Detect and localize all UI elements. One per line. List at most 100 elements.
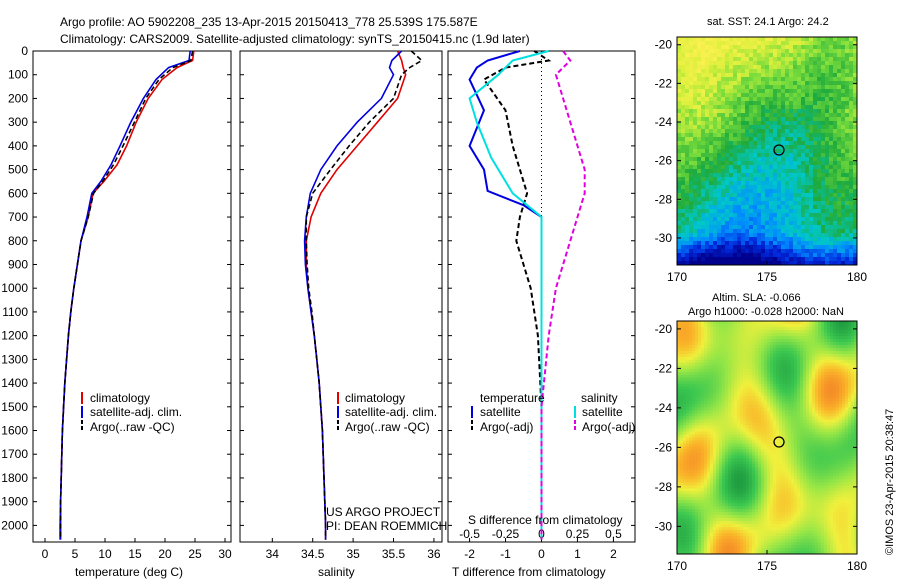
sla-cell [737, 323, 741, 328]
sst-cell [709, 201, 714, 206]
sst-cell [777, 221, 782, 226]
sst-cell [853, 165, 858, 170]
sst-cell [721, 177, 726, 182]
sst-cell [721, 229, 726, 234]
sst-cell [781, 233, 786, 238]
sla-cell [680, 371, 684, 376]
sst-cell [757, 89, 762, 94]
sla-cell [710, 374, 714, 379]
sla-cell [833, 413, 837, 417]
sst-cell [773, 49, 778, 54]
x-tick-label: 34.5 [301, 547, 325, 561]
sla-cell [773, 416, 777, 420]
sla-cell [755, 410, 759, 414]
sla-cell [737, 368, 741, 373]
sla-cell [686, 410, 690, 414]
header-line-1: Argo profile: AO 5902208_235 13-Apr-2015… [60, 15, 478, 29]
sla-cell [749, 425, 753, 429]
sla-cell [788, 356, 792, 361]
sst-cell [821, 209, 826, 214]
sla-cell [818, 368, 822, 373]
sla-cell [848, 341, 852, 346]
sst-cell [757, 237, 762, 242]
sst-cell [721, 137, 726, 142]
sla-cell [824, 416, 828, 420]
sst-cell [713, 45, 718, 50]
sla-cell [683, 374, 687, 379]
sla-cell [761, 404, 765, 408]
sla-cell [809, 368, 813, 373]
sla-cell [851, 347, 855, 352]
sst-cell [709, 141, 714, 146]
sst-cell [789, 245, 794, 250]
sla-cell [839, 404, 843, 408]
sst-cell [809, 233, 814, 238]
sla-cell [815, 368, 819, 373]
sst-cell [733, 101, 738, 106]
sla-cell [788, 321, 792, 325]
sla-cell [815, 374, 819, 379]
sla-cell [848, 359, 852, 364]
sst-cell [685, 189, 690, 194]
sst-cell [801, 201, 806, 206]
depth-tick-label: 900 [8, 257, 28, 271]
sst-cell [681, 237, 686, 242]
sla-cell [809, 365, 813, 370]
sst-cell [837, 41, 842, 46]
sla-cell [815, 377, 819, 382]
sst-cell [725, 73, 730, 78]
sla-cell [755, 347, 759, 352]
sst-cell [809, 153, 814, 158]
sst-cell [725, 193, 730, 198]
sst-cell [733, 205, 738, 210]
sla-cell [680, 335, 684, 340]
sst-cell [821, 41, 826, 46]
sla-cell [782, 401, 786, 405]
sst-cell [693, 257, 698, 262]
sst-cell [777, 97, 782, 102]
sla-cell [731, 398, 735, 402]
sst-cell [717, 105, 722, 110]
sst-cell [749, 125, 754, 130]
sst-cell [697, 129, 702, 134]
sst-cell [749, 241, 754, 246]
sst-cell [761, 229, 766, 234]
sst-cell [749, 137, 754, 142]
sla-cell [848, 422, 852, 426]
sst-cell [849, 193, 854, 198]
sst-cell [757, 205, 762, 210]
sst-cell [825, 105, 830, 110]
sla-cell [698, 389, 702, 393]
sst-cell [813, 81, 818, 86]
sst-cell [689, 97, 694, 102]
sla-cell [728, 341, 732, 346]
sla-cell [848, 380, 852, 385]
sst-cell [849, 157, 854, 162]
sst-cell [805, 197, 810, 202]
sst-cell [757, 81, 762, 86]
sla-cell [842, 416, 846, 420]
sla-cell [710, 338, 714, 343]
sla-cell [803, 374, 807, 379]
sst-cell [753, 101, 758, 106]
sla-cell [803, 377, 807, 382]
sla-cell [833, 353, 837, 358]
sla-cell [734, 419, 738, 423]
sst-cell [705, 213, 710, 218]
sla-cell [779, 353, 783, 358]
sst-cell [793, 209, 798, 214]
sla-cell [794, 422, 798, 426]
sst-cell [809, 141, 814, 146]
legend-label: climatology [345, 391, 405, 405]
sla-cell [701, 356, 705, 361]
sla-cell [695, 398, 699, 402]
sla-cell [713, 350, 717, 355]
sla-cell [851, 371, 855, 376]
sst-cell [733, 189, 738, 194]
sla-cell [794, 323, 798, 328]
sla-cell [752, 395, 756, 399]
sla-cell [698, 377, 702, 382]
sla-cell [806, 383, 810, 388]
sst-cell [829, 189, 834, 194]
sla-cell [830, 365, 834, 370]
